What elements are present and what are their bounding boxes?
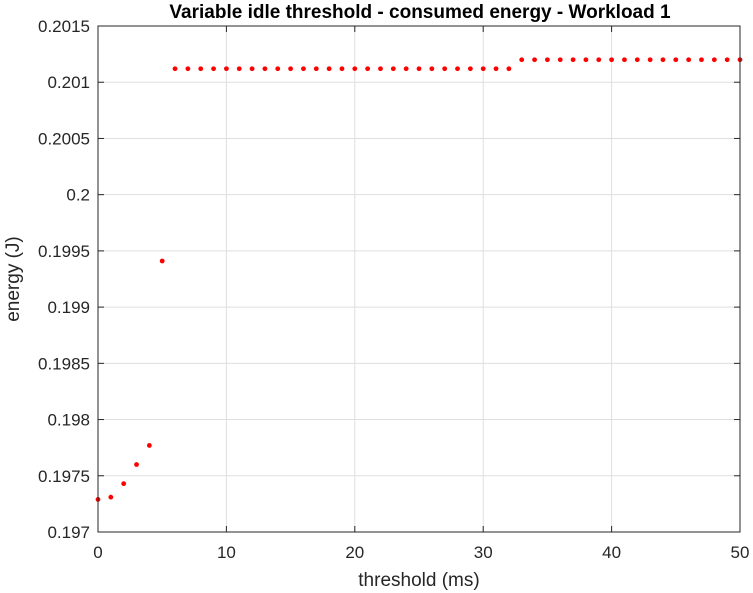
data-point xyxy=(159,258,165,264)
data-point xyxy=(236,66,242,72)
data-point xyxy=(365,66,371,72)
data-point xyxy=(493,66,499,72)
data-point xyxy=(429,66,435,72)
data-point xyxy=(557,57,563,63)
plot-frame xyxy=(97,25,741,533)
data-point xyxy=(134,462,139,467)
chart-title: Variable idle threshold - consumed energ… xyxy=(169,2,671,23)
data-point xyxy=(532,57,537,63)
data-point xyxy=(699,57,704,63)
data-point xyxy=(313,66,319,72)
y-tick-label: 0.1995 xyxy=(38,242,90,261)
data-point xyxy=(403,66,409,72)
y-tick-label: 0.199 xyxy=(47,298,90,317)
data-point xyxy=(570,57,576,63)
data-point xyxy=(262,66,268,72)
y-tick-label: 0.201 xyxy=(47,73,90,92)
data-point xyxy=(467,66,473,72)
data-point xyxy=(146,443,152,448)
y-tick-label: 0.2 xyxy=(66,186,90,205)
data-point xyxy=(326,66,332,72)
data-point xyxy=(121,481,127,487)
data-point xyxy=(519,57,525,63)
data-point xyxy=(711,57,717,63)
data-point xyxy=(211,66,216,72)
data-point xyxy=(596,57,602,63)
y-tick-label: 0.1985 xyxy=(38,354,90,373)
y-tick-label: 0.197 xyxy=(47,523,90,542)
data-point xyxy=(275,66,281,72)
data-point xyxy=(724,57,730,63)
data-point xyxy=(545,57,550,63)
data-point xyxy=(288,66,293,72)
data-point xyxy=(686,57,692,63)
x-tick-label: 20 xyxy=(345,543,364,562)
data-point xyxy=(378,66,383,72)
x-tick-label: 40 xyxy=(602,543,621,562)
data-point xyxy=(506,66,512,72)
data-point xyxy=(442,66,448,72)
data-point xyxy=(249,66,255,72)
data-point xyxy=(352,66,358,72)
x-axis-ticks: 0 10 20 30 40 50 xyxy=(93,26,749,562)
data-point xyxy=(480,66,486,72)
data-point xyxy=(172,66,178,72)
plot-area xyxy=(98,26,740,532)
data-point xyxy=(609,57,614,63)
data-point xyxy=(583,57,589,63)
y-tick-label: 0.198 xyxy=(47,411,90,430)
data-point xyxy=(108,494,114,500)
data-point xyxy=(198,66,204,72)
data-point xyxy=(673,57,679,63)
data-point xyxy=(416,66,422,72)
data-point xyxy=(647,57,653,63)
y-tick-label: 0.2015 xyxy=(38,17,90,36)
x-tick-label: 30 xyxy=(474,543,493,562)
data-point xyxy=(301,66,306,72)
data-point xyxy=(455,66,460,72)
data-point xyxy=(660,57,666,63)
data-point xyxy=(622,57,627,63)
y-axis-label: energy (J) xyxy=(3,236,24,322)
data-point xyxy=(339,66,345,72)
data-points xyxy=(95,57,743,502)
x-tick-label: 50 xyxy=(731,543,750,562)
data-point xyxy=(390,66,396,72)
data-point xyxy=(224,66,229,72)
x-axis-label: threshold (ms) xyxy=(358,570,479,591)
x-tick-label: 10 xyxy=(217,543,236,562)
y-tick-label: 0.2005 xyxy=(38,129,90,148)
data-point xyxy=(634,57,640,63)
x-tick-label: 0 xyxy=(93,543,102,562)
y-tick-label: 0.1975 xyxy=(38,467,90,486)
data-point xyxy=(185,66,191,72)
y-axis-ticks: 0.197 0.1975 0.198 0.1985 0.199 0.1995 0.2 0.20… xyxy=(38,17,740,542)
